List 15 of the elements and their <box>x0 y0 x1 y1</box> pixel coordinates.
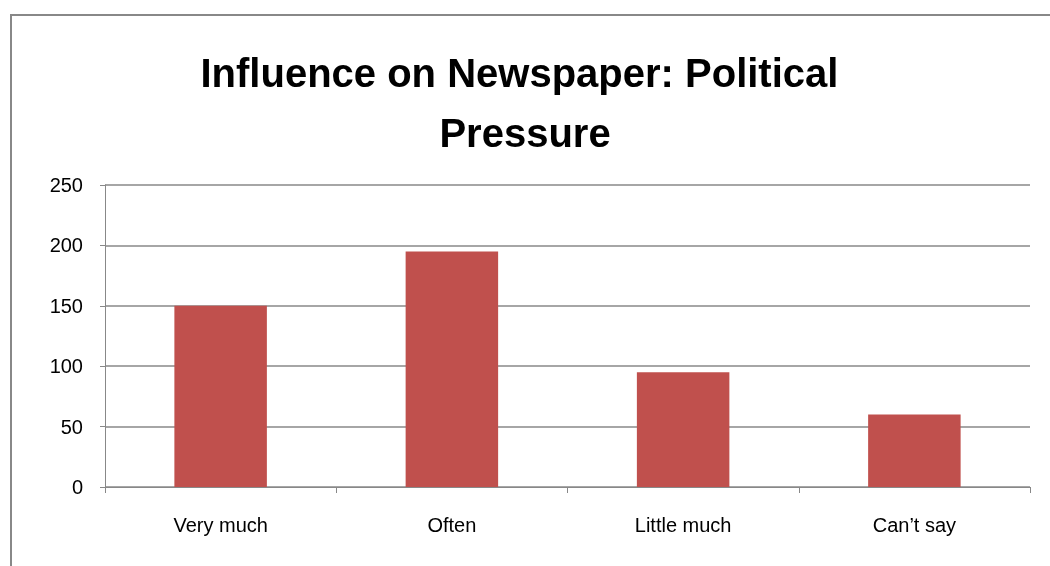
x-tick-label: Often <box>427 514 477 536</box>
y-tick-label: 200 <box>49 234 83 257</box>
x-tick-label: Can’t say <box>872 514 957 536</box>
y-tick-label: 50 <box>60 415 83 438</box>
x-tick-label: Very much <box>173 514 268 536</box>
bar <box>174 305 267 487</box>
y-tick-label: 100 <box>49 355 83 378</box>
chart-title: Influence on Newspaper: Political Pressure <box>200 51 850 155</box>
bar <box>636 372 730 487</box>
y-tick-label: 150 <box>49 294 83 317</box>
bar <box>868 414 961 487</box>
y-tick-label: 250 <box>49 174 83 196</box>
x-tick-label: Little much <box>634 514 732 536</box>
bar <box>405 251 499 487</box>
y-tick-label: 0 <box>71 476 83 498</box>
